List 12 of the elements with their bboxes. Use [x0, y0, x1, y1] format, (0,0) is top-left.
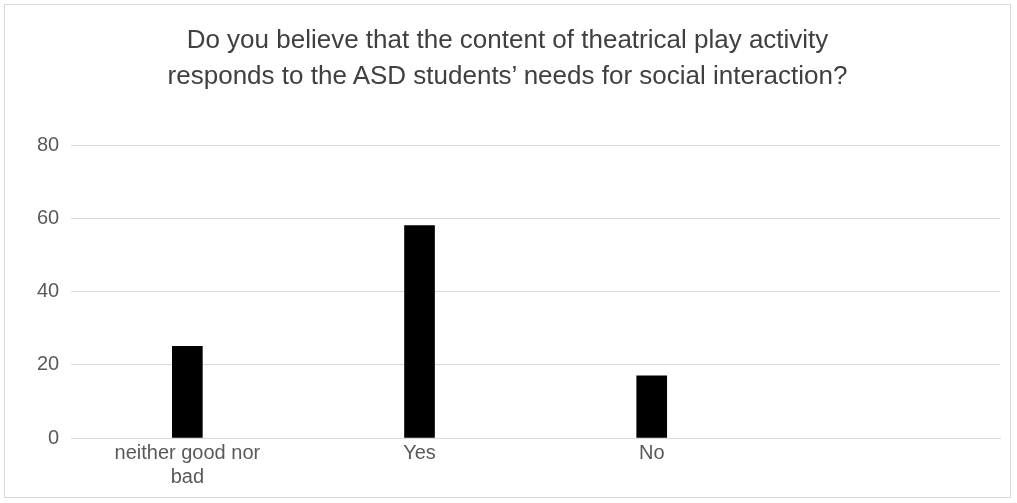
y-tick-label: 20 [37, 352, 60, 375]
bar [172, 346, 203, 438]
bar [404, 225, 435, 438]
x-tick-label: No [638, 440, 665, 463]
y-tick-label: 80 [37, 132, 60, 155]
chart-title: Do you believe that the content of theatrical play activity responds to the ASD students’ needs for social interaction? [166, 23, 849, 92]
x-tick-label: Yes [403, 440, 436, 463]
x-tick-label: neither good nor bad [114, 440, 261, 487]
y-tick-label: 60 [37, 205, 60, 228]
bar [636, 375, 668, 438]
y-tick-label: 0 [48, 425, 60, 448]
y-tick-label: 40 [37, 279, 60, 302]
